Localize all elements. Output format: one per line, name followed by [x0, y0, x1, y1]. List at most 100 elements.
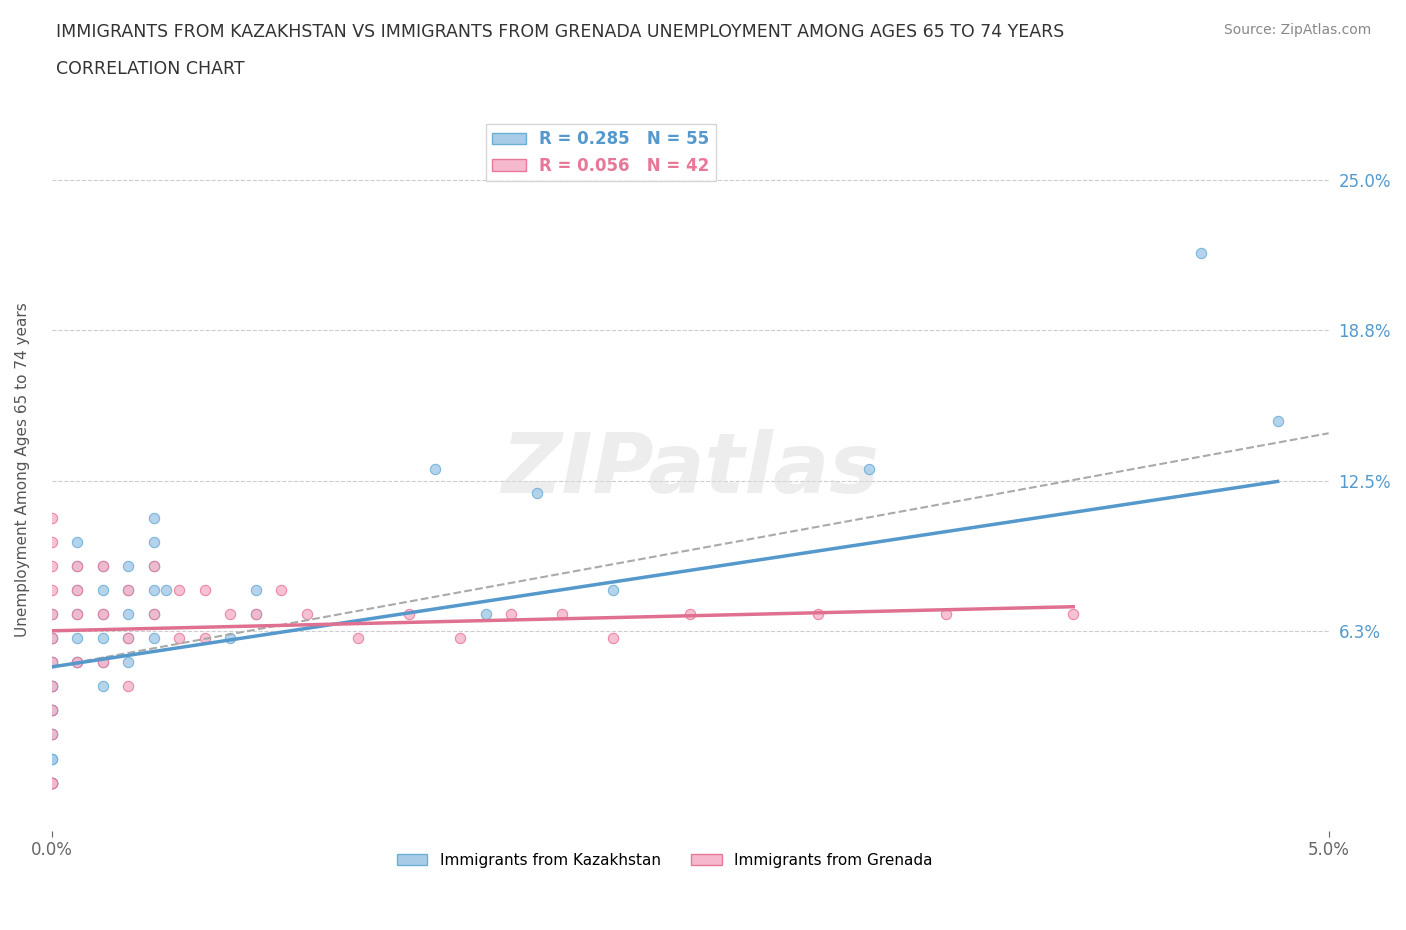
- Point: [66, 582, 89, 597]
- Point: [142, 631, 165, 645]
- Point: [551, 606, 574, 621]
- Point: [167, 582, 190, 597]
- Point: [1267, 414, 1289, 429]
- Point: [449, 631, 471, 645]
- Point: [41, 776, 63, 790]
- Point: [41, 679, 63, 694]
- Point: [219, 631, 242, 645]
- Point: [41, 727, 63, 742]
- Point: [41, 703, 63, 718]
- Point: [41, 582, 63, 597]
- Point: [66, 655, 89, 670]
- Point: [501, 606, 523, 621]
- Point: [807, 606, 830, 621]
- Point: [41, 776, 63, 790]
- Point: [117, 631, 139, 645]
- Point: [117, 582, 139, 597]
- Point: [41, 776, 63, 790]
- Point: [117, 655, 139, 670]
- Point: [66, 534, 89, 549]
- Point: [41, 558, 63, 573]
- Point: [245, 582, 267, 597]
- Point: [41, 776, 63, 790]
- Text: IMMIGRANTS FROM KAZAKHSTAN VS IMMIGRANTS FROM GRENADA UNEMPLOYMENT AMONG AGES 65: IMMIGRANTS FROM KAZAKHSTAN VS IMMIGRANTS…: [56, 23, 1064, 41]
- Point: [934, 606, 956, 621]
- Point: [91, 558, 114, 573]
- Point: [41, 511, 63, 525]
- Point: [142, 606, 165, 621]
- Point: [66, 582, 89, 597]
- Point: [41, 606, 63, 621]
- Point: [270, 582, 292, 597]
- Text: Source: ZipAtlas.com: Source: ZipAtlas.com: [1223, 23, 1371, 37]
- Point: [91, 631, 114, 645]
- Point: [167, 631, 190, 645]
- Point: [117, 558, 139, 573]
- Point: [423, 462, 446, 477]
- Point: [41, 703, 63, 718]
- Point: [41, 679, 63, 694]
- Point: [41, 727, 63, 742]
- Point: [41, 534, 63, 549]
- Point: [1062, 606, 1084, 621]
- Point: [347, 631, 370, 645]
- Point: [858, 462, 880, 477]
- Point: [474, 606, 496, 621]
- Point: [142, 511, 165, 525]
- Point: [194, 582, 217, 597]
- Point: [91, 679, 114, 694]
- Point: [41, 606, 63, 621]
- Point: [142, 558, 165, 573]
- Point: [41, 776, 63, 790]
- Point: [66, 606, 89, 621]
- Point: [602, 631, 624, 645]
- Point: [41, 751, 63, 766]
- Point: [41, 631, 63, 645]
- Point: [41, 631, 63, 645]
- Point: [245, 606, 267, 621]
- Point: [194, 631, 217, 645]
- Point: [41, 776, 63, 790]
- Point: [142, 558, 165, 573]
- Point: [91, 655, 114, 670]
- Point: [41, 679, 63, 694]
- Point: [1189, 246, 1212, 260]
- Point: [602, 582, 624, 597]
- Point: [117, 679, 139, 694]
- Legend: R = 0.285   N = 55, R = 0.056   N = 42: R = 0.285 N = 55, R = 0.056 N = 42: [485, 124, 716, 181]
- Point: [66, 655, 89, 670]
- Point: [295, 606, 318, 621]
- Point: [41, 703, 63, 718]
- Point: [41, 751, 63, 766]
- Text: ZIPatlas: ZIPatlas: [501, 429, 879, 510]
- Point: [41, 776, 63, 790]
- Point: [142, 582, 165, 597]
- Point: [245, 606, 267, 621]
- Point: [155, 582, 177, 597]
- Point: [41, 727, 63, 742]
- Point: [66, 558, 89, 573]
- Point: [117, 631, 139, 645]
- Point: [398, 606, 420, 621]
- Point: [117, 606, 139, 621]
- Point: [66, 655, 89, 670]
- Point: [526, 486, 548, 501]
- Point: [66, 631, 89, 645]
- Point: [41, 655, 63, 670]
- Y-axis label: Unemployment Among Ages 65 to 74 years: Unemployment Among Ages 65 to 74 years: [15, 302, 30, 637]
- Point: [91, 582, 114, 597]
- Point: [41, 655, 63, 670]
- Point: [91, 606, 114, 621]
- Point: [142, 606, 165, 621]
- Point: [91, 655, 114, 670]
- Point: [41, 655, 63, 670]
- Point: [91, 606, 114, 621]
- Point: [142, 534, 165, 549]
- Point: [66, 558, 89, 573]
- Point: [66, 606, 89, 621]
- Point: [41, 631, 63, 645]
- Point: [91, 558, 114, 573]
- Point: [679, 606, 702, 621]
- Point: [219, 606, 242, 621]
- Point: [117, 582, 139, 597]
